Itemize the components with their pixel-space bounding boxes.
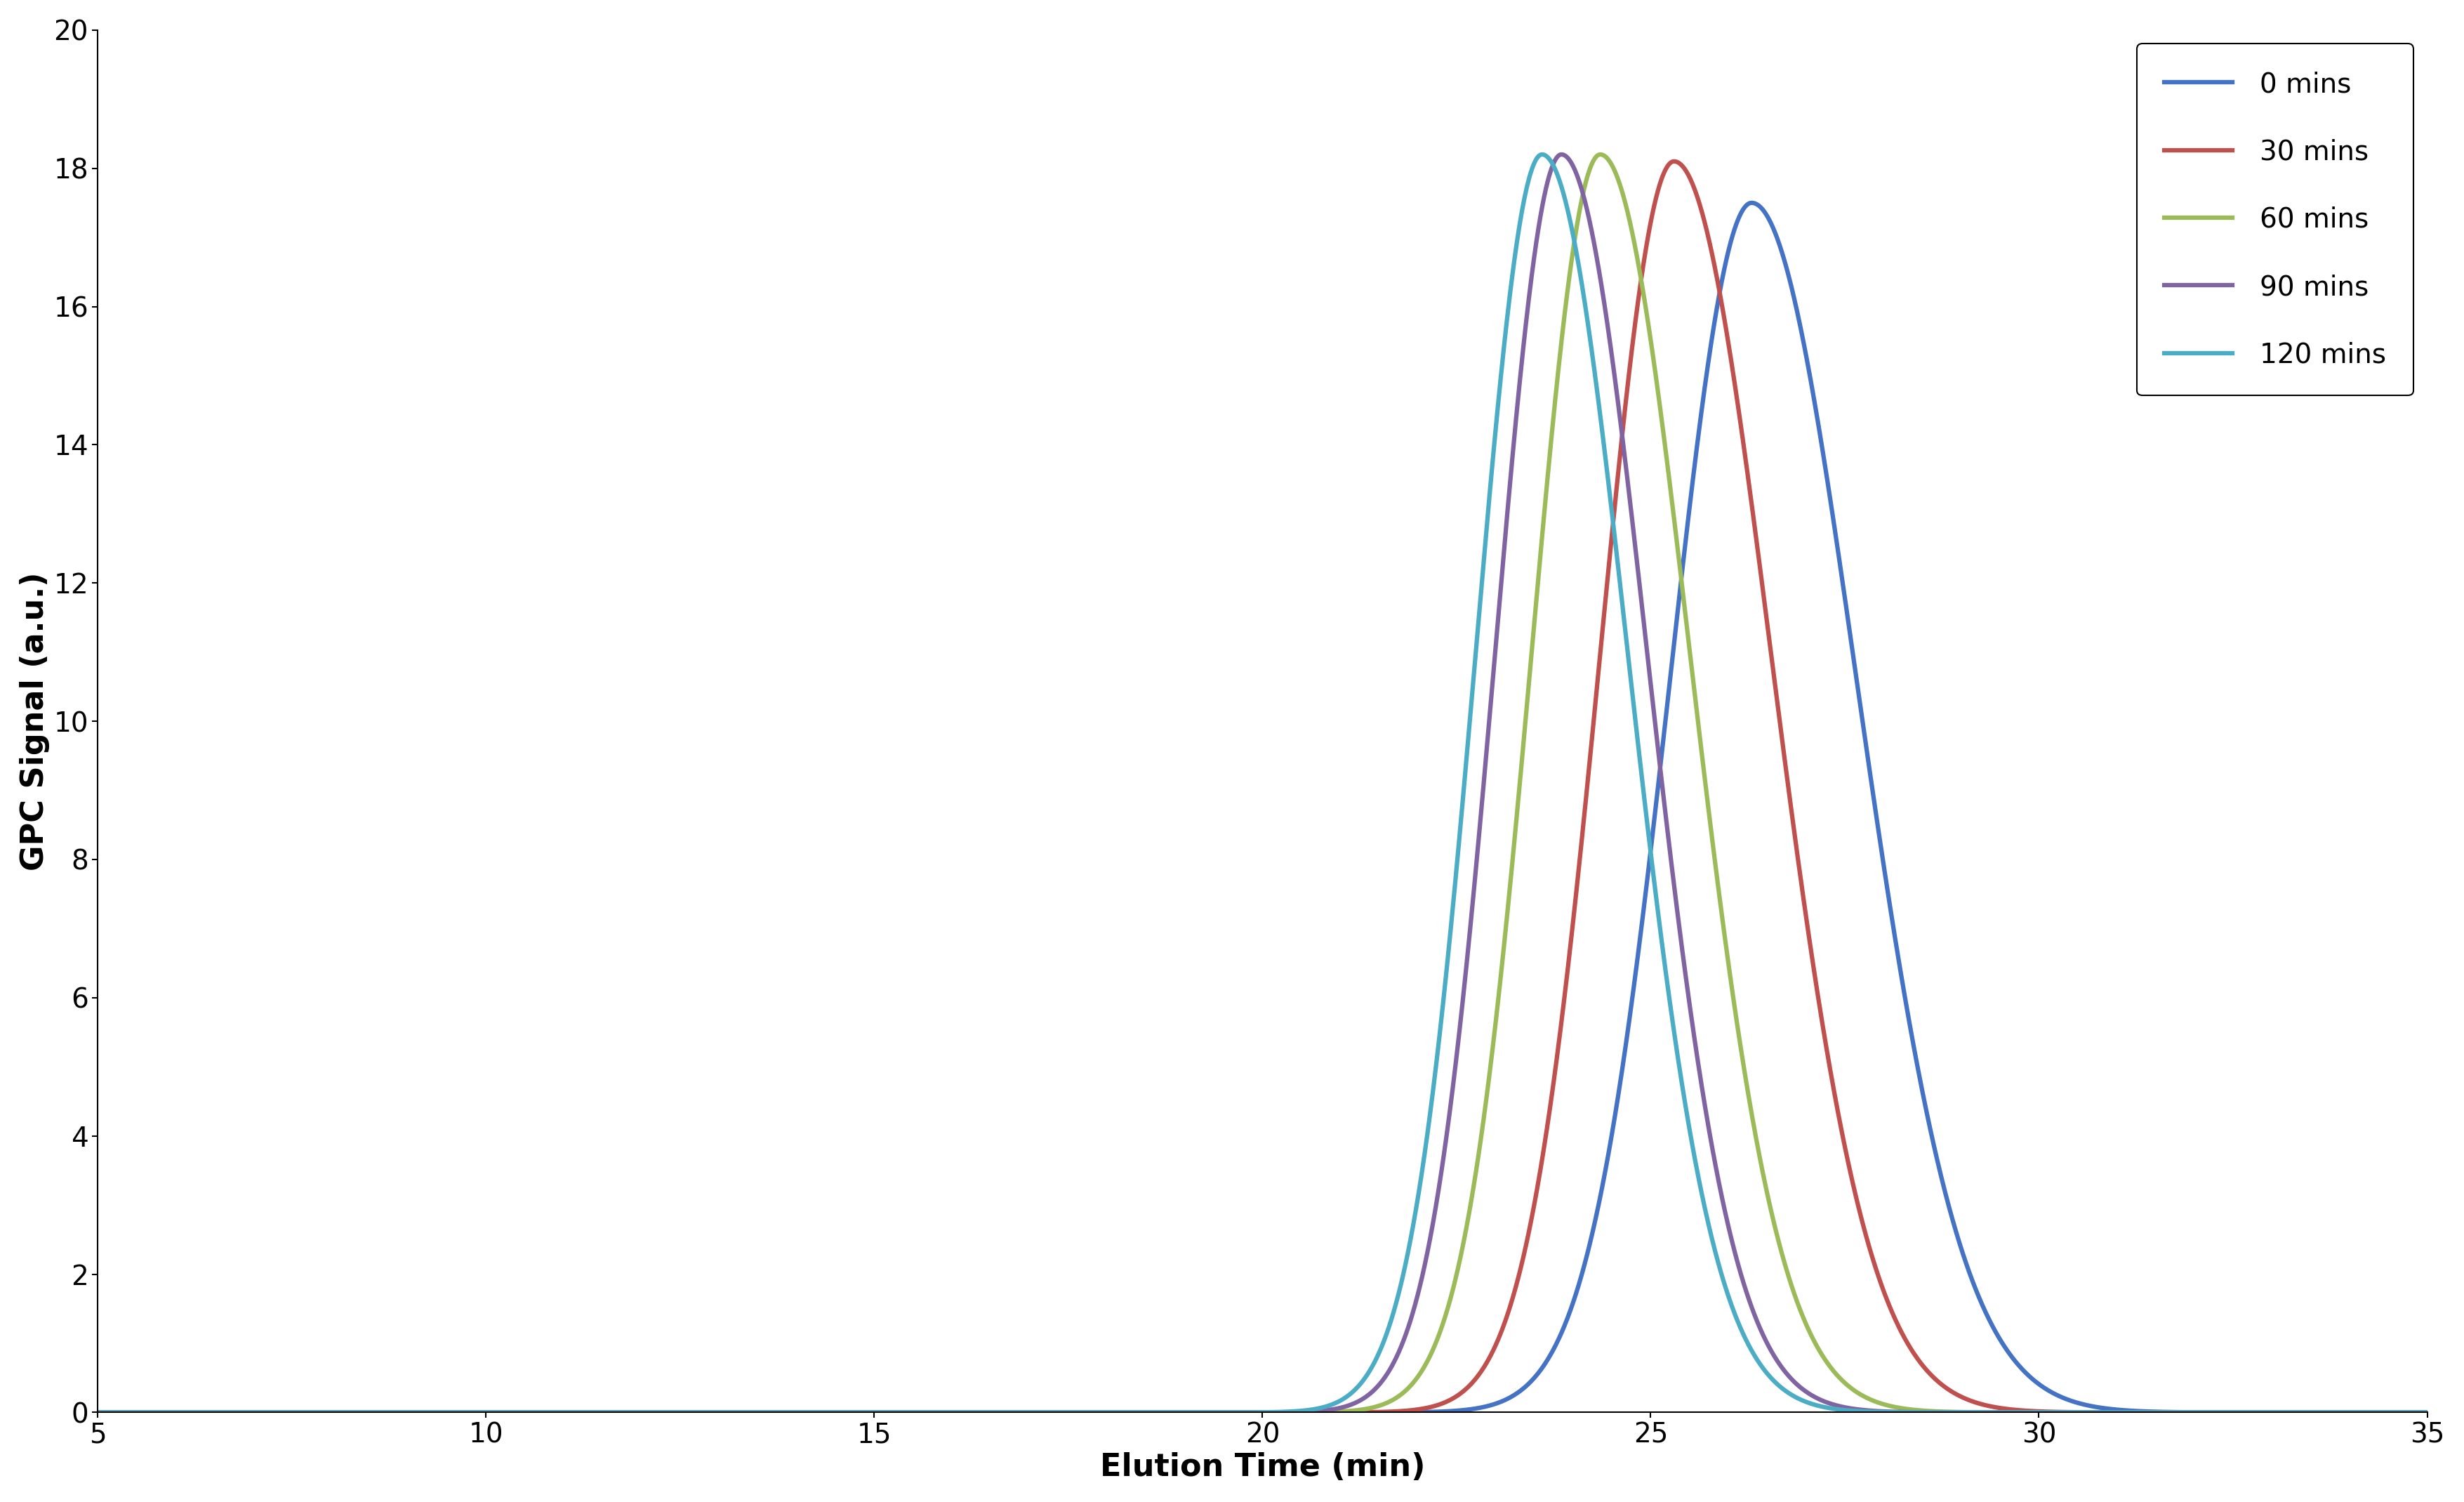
30 mins (505, 1403, 535, 1421)
120 mins (1481, 430, 1510, 448)
90 mins (973, 1403, 1003, 1421)
30 mins (1597, 518, 1626, 536)
120 mins (1998, 1403, 2028, 1421)
Line: 60 mins: 60 mins (99, 155, 2427, 1412)
90 mins (1599, 356, 1629, 374)
30 mins (2412, 1403, 2442, 1421)
60 mins (2412, 1403, 2442, 1421)
0 mins (2412, 1403, 2442, 1421)
120 mins (505, 1403, 535, 1421)
Line: 30 mins: 30 mins (99, 161, 2427, 1412)
60 mins (1599, 159, 1629, 177)
0 mins (1597, 1120, 1626, 1139)
120 mins (2412, 1403, 2442, 1421)
60 mins (1584, 146, 1614, 164)
30 mins (1821, 1095, 1850, 1113)
120 mins (973, 1403, 1003, 1421)
120 mins (1821, 1400, 1850, 1418)
90 mins (84, 1403, 113, 1421)
30 mins (1998, 1401, 2028, 1419)
Line: 120 mins: 120 mins (99, 155, 2427, 1412)
60 mins (505, 1403, 535, 1421)
0 mins (1481, 1395, 1510, 1413)
0 mins (505, 1403, 535, 1421)
0 mins (1737, 194, 1767, 212)
90 mins (1481, 647, 1510, 665)
0 mins (1998, 1350, 2028, 1368)
0 mins (1821, 530, 1850, 548)
90 mins (505, 1403, 535, 1421)
30 mins (1658, 152, 1688, 170)
X-axis label: Elution Time (min): Elution Time (min) (1099, 1452, 1424, 1482)
30 mins (973, 1403, 1003, 1421)
60 mins (1998, 1403, 2028, 1421)
0 mins (84, 1403, 113, 1421)
60 mins (973, 1403, 1003, 1421)
120 mins (84, 1403, 113, 1421)
120 mins (1528, 146, 1557, 164)
90 mins (2412, 1403, 2442, 1421)
Y-axis label: GPC Signal (a.u.): GPC Signal (a.u.) (20, 572, 49, 871)
90 mins (1998, 1403, 2028, 1421)
90 mins (1821, 1397, 1850, 1415)
60 mins (84, 1403, 113, 1421)
Line: 0 mins: 0 mins (99, 203, 2427, 1412)
30 mins (84, 1403, 113, 1421)
60 mins (1481, 1021, 1510, 1039)
0 mins (973, 1403, 1003, 1421)
60 mins (1821, 1365, 1850, 1383)
30 mins (1481, 1338, 1510, 1356)
120 mins (1599, 514, 1629, 532)
90 mins (1547, 146, 1577, 164)
Legend: 0 mins, 30 mins, 60 mins, 90 mins, 120 mins: 0 mins, 30 mins, 60 mins, 90 mins, 120 m… (2136, 44, 2415, 395)
Line: 90 mins: 90 mins (99, 155, 2427, 1412)
